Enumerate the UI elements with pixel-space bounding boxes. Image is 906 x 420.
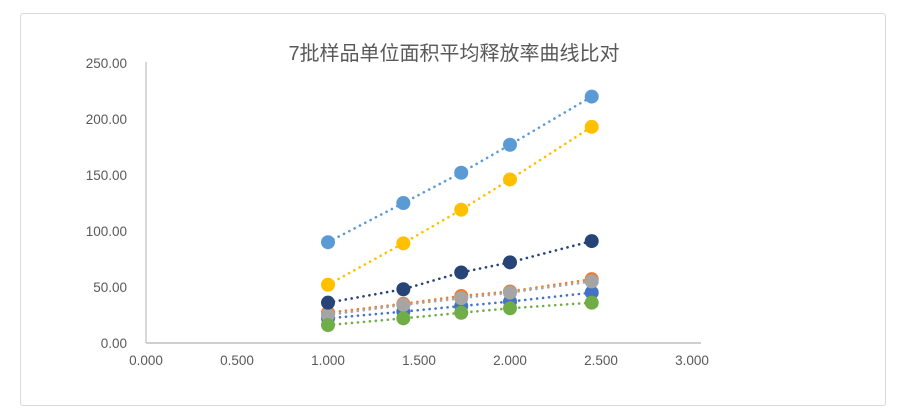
chart-frame[interactable]: [20, 13, 886, 406]
data-point-batch-3-gray: [454, 291, 469, 306]
data-point-batch-4-gold: [321, 277, 335, 292]
y-tick-label: 50.00: [93, 280, 127, 295]
trend-line-batch-3-gray: [326, 280, 594, 317]
trend-line-batch-6-green: [326, 301, 594, 327]
data-point-batch-4-gold: [396, 236, 411, 251]
data-point-batch-7-navy: [584, 234, 599, 249]
y-tick-label: 200.00: [86, 112, 127, 127]
data-point-batch-6-green: [396, 311, 411, 326]
data-point-batch-4-gold: [584, 119, 599, 134]
data-point-batch-5-light-blue: [396, 196, 411, 210]
y-tick-label: 0.00: [101, 336, 127, 351]
series-batch-6-green: [321, 295, 599, 333]
series-batch-7-navy: [321, 234, 599, 310]
data-point-batch-6-green: [503, 301, 517, 316]
data-point-batch-7-navy: [396, 282, 411, 297]
x-tick-label: 1.500: [402, 353, 436, 368]
data-point-batch-7-navy: [503, 255, 517, 270]
trend-line-batch-1-blue: [326, 291, 594, 320]
x-tick-label: 2.500: [584, 353, 618, 368]
x-tick-label: 3.000: [675, 353, 709, 368]
x-tick-label: 1.000: [311, 353, 345, 368]
data-point-batch-1-blue: [584, 285, 599, 300]
data-point-batch-6-green: [584, 295, 599, 310]
x-tick-label: 0.500: [220, 353, 254, 368]
data-point-batch-3-gray: [503, 285, 517, 300]
y-tick-label: 250.00: [86, 56, 127, 71]
series-batch-4-gold: [321, 119, 599, 292]
y-tick-label: 100.00: [86, 224, 127, 239]
data-point-batch-6-green: [454, 305, 469, 320]
chart-title: 7批样品单位面积平均释放率曲线比对: [288, 43, 620, 65]
data-point-batch-5-light-blue: [584, 89, 599, 104]
series-batch-3-gray: [321, 274, 599, 322]
data-point-batch-3-gray: [396, 297, 411, 312]
trend-line-batch-2-orange: [326, 277, 594, 315]
data-point-batch-5-light-blue: [321, 235, 335, 250]
data-point-batch-6-green: [321, 318, 335, 333]
data-point-batch-7-navy: [454, 265, 469, 280]
series-batch-5-light-blue: [321, 89, 599, 250]
data-point-batch-4-gold: [454, 202, 469, 217]
data-point-batch-5-light-blue: [454, 165, 469, 180]
x-tick-label: 2.000: [493, 353, 527, 368]
data-point-batch-7-navy: [321, 295, 335, 310]
data-point-batch-5-light-blue: [503, 137, 517, 152]
data-point-batch-3-gray: [321, 308, 335, 322]
x-tick-label: 0.000: [129, 353, 163, 368]
data-point-batch-4-gold: [503, 172, 517, 187]
data-point-batch-3-gray: [584, 274, 599, 289]
y-tick-label: 150.00: [86, 168, 127, 183]
